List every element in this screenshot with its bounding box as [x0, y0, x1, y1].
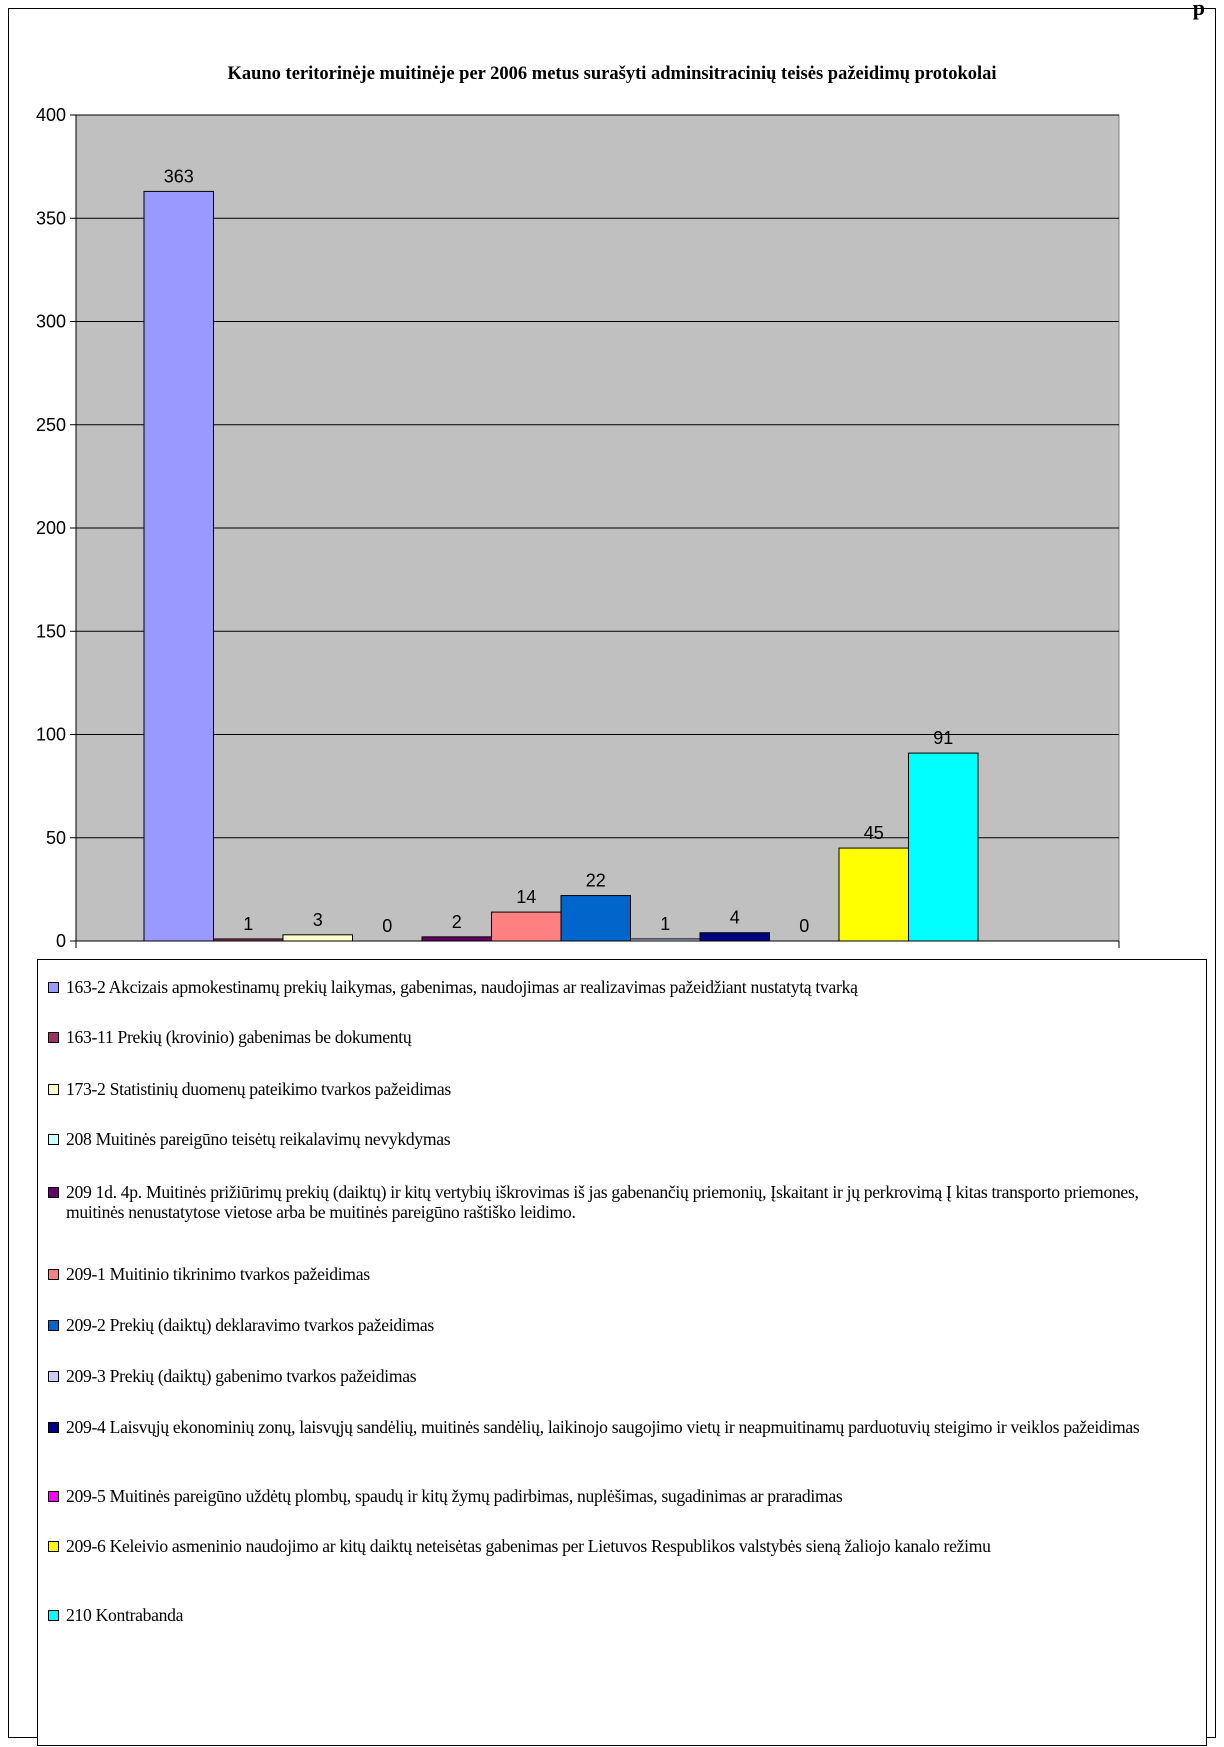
y-tick-label: 0 [56, 931, 66, 951]
data-label: 45 [864, 823, 884, 843]
data-label: 363 [164, 166, 194, 186]
axis-layer: 050100150200250300350400ATPP skaičius pa… [36, 105, 1120, 951]
bar [421, 936, 492, 942]
bar [838, 847, 909, 942]
legend-label: 209-6 Keleivio asmeninio naudojimo ar ki… [66, 1536, 991, 1556]
data-label: 0 [382, 916, 392, 936]
page-mark: p [1192, 0, 1205, 20]
legend-label: 210 Kontrabanda [66, 1605, 184, 1625]
legend-swatch [48, 1032, 59, 1043]
legend-item: 209-4 Laisvųjų ekonominių zonų, laisvųjų… [48, 1417, 1196, 1438]
legend-item: 209-5 Muitinės pareigūno uždėtų plombų, … [48, 1486, 1196, 1507]
y-tick-label: 250 [36, 415, 66, 435]
y-tick-label: 300 [36, 312, 66, 332]
legend-item: 209 1d. 4p. Muitinės prižiūrimų prekių (… [48, 1182, 1196, 1222]
legend-label: 209 1d. 4p. Muitinės prižiūrimų prekių (… [66, 1182, 1139, 1222]
data-label: 1 [660, 914, 670, 934]
legend-item: 209-3 Prekių (daiktų) gabenimo tvarkos p… [48, 1366, 1196, 1387]
legend-swatch [48, 1422, 59, 1433]
legend-label: 173-2 Statistinių duomenų pateikimo tvar… [66, 1079, 451, 1099]
y-tick-label: 400 [36, 105, 66, 125]
data-label: 4 [730, 908, 740, 928]
data-label: 0 [799, 916, 809, 936]
legend-swatch [48, 1084, 59, 1095]
legend-item: 208 Muitinės pareigūno teisėtų reikalavi… [48, 1129, 1196, 1150]
data-label: 14 [516, 887, 536, 907]
legend: 163-2 Akcizais apmokestinamų prekių laik… [37, 959, 1207, 1746]
bar [908, 752, 979, 942]
y-tick-label: 100 [36, 725, 66, 745]
legend-swatch [48, 1491, 59, 1502]
bar [560, 895, 631, 942]
bar-layer [143, 190, 979, 942]
legend-label: 209-4 Laisvųjų ekonominių zonų, laisvųjų… [66, 1417, 1140, 1437]
legend-swatch [48, 1320, 59, 1331]
data-label: 1 [243, 914, 253, 934]
legend-label: 209-3 Prekių (daiktų) gabenimo tvarkos p… [66, 1366, 417, 1386]
legend-item: 210 Kontrabanda [48, 1605, 1196, 1626]
y-tick-label: 350 [36, 208, 66, 228]
bar [143, 190, 214, 942]
y-tick-label: 200 [36, 518, 66, 538]
y-tick-label: 50 [46, 828, 66, 848]
legend-swatch [48, 1269, 59, 1280]
legend-label: 209-1 Muitinio tikrinimo tvarkos pažeidi… [66, 1264, 370, 1284]
legend-label: 163-11 Prekių (krovinio) gabenimas be do… [66, 1027, 412, 1047]
legend-item: 209-2 Prekių (daiktų) deklaravimo tvarko… [48, 1315, 1196, 1336]
legend-label: 209-2 Prekių (daiktų) deklaravimo tvarko… [66, 1315, 434, 1335]
legend-swatch [48, 1541, 59, 1552]
legend-swatch [48, 1187, 59, 1198]
legend-item: 209-1 Muitinio tikrinimo tvarkos pažeidi… [48, 1264, 1196, 1285]
data-label: 22 [586, 871, 606, 891]
legend-item: 163-11 Prekių (krovinio) gabenimas be do… [48, 1027, 1196, 1048]
data-label: 3 [313, 910, 323, 930]
legend-label: 163-2 Akcizais apmokestinamų prekių laik… [66, 977, 858, 997]
legend-item: 173-2 Statistinių duomenų pateikimo tvar… [48, 1079, 1196, 1100]
legend-item: 163-2 Akcizais apmokestinamų prekių laik… [48, 977, 1196, 998]
chart-frame: p Kauno teritorinėje muitinėje per 2006 … [8, 0, 1216, 1746]
legend-item: 209-6 Keleivio asmeninio naudojimo ar ki… [48, 1536, 1196, 1557]
legend-label: 209-5 Muitinės pareigūno uždėtų plombų, … [66, 1486, 843, 1506]
legend-swatch [48, 982, 59, 993]
bar [699, 932, 770, 942]
data-label: 91 [933, 728, 953, 748]
bar [491, 911, 562, 942]
chart-title: Kauno teritorinėje muitinėje per 2006 me… [227, 64, 997, 84]
legend-swatch [48, 1371, 59, 1382]
data-label: 2 [452, 912, 462, 932]
legend-swatch [48, 1610, 59, 1621]
legend-swatch [48, 1134, 59, 1145]
y-tick-label: 150 [36, 621, 66, 641]
bar [282, 934, 353, 942]
legend-label: 208 Muitinės pareigūno teisėtų reikalavi… [66, 1129, 451, 1149]
